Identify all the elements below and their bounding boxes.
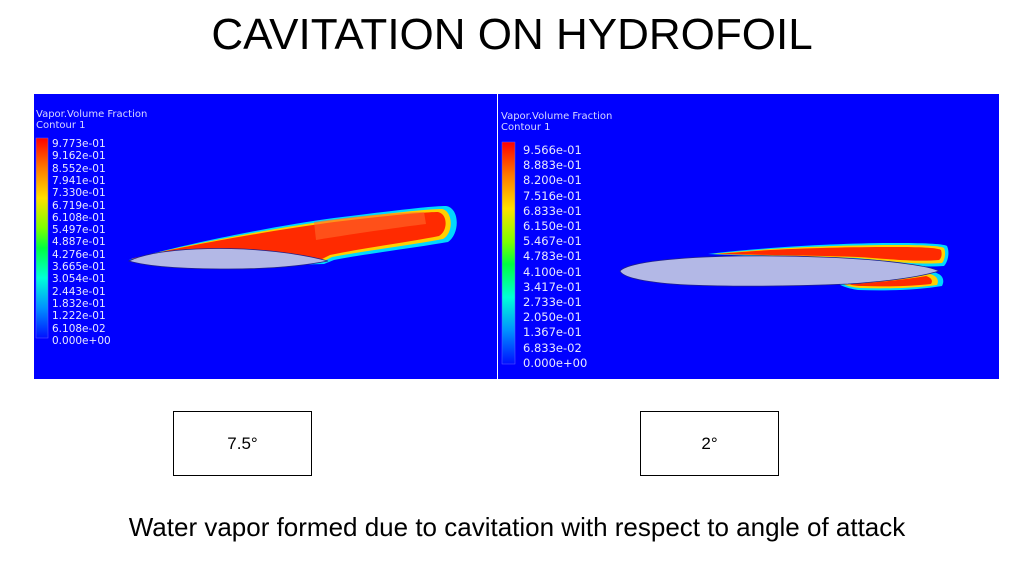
legend-value: 6.719e-01 bbox=[52, 199, 106, 212]
legend-value: 5.497e-01 bbox=[52, 224, 106, 237]
contour-panel-right: Vapor.Volume Fraction Contour 1 9.566e-0… bbox=[498, 94, 999, 379]
legend-value: 8.200e-01 bbox=[523, 173, 582, 188]
legend-value: 6.833e-01 bbox=[523, 203, 582, 218]
angle-label: 2° bbox=[701, 433, 718, 453]
contour-panel-left: Vapor.Volume Fraction Contour 1 9.773e-0… bbox=[34, 94, 497, 379]
legend-value: 9.566e-01 bbox=[523, 143, 582, 157]
angle-label-box-right: 2° bbox=[640, 411, 779, 476]
vapor-region-lower-high bbox=[850, 276, 932, 287]
legend-subtitle: Contour 1 bbox=[36, 120, 86, 131]
legend-header-left: Vapor.Volume Fraction Contour 1 bbox=[36, 109, 147, 131]
color-scale-bar bbox=[35, 137, 49, 339]
slide-caption: Water vapor formed due to cavitation wit… bbox=[128, 512, 906, 542]
legend-value: 7.941e-01 bbox=[52, 174, 106, 187]
legend-value: 8.552e-01 bbox=[52, 162, 106, 175]
legend-value: 9.773e-01 bbox=[52, 138, 106, 150]
legend-value: 3.665e-01 bbox=[52, 261, 106, 273]
hydrofoil-left bbox=[127, 248, 329, 270]
legend-value: 4.100e-01 bbox=[523, 264, 582, 279]
legend-value: 3.054e-01 bbox=[52, 273, 106, 286]
legend-value: 8.883e-01 bbox=[523, 158, 582, 173]
legend-value: 4.887e-01 bbox=[52, 236, 106, 249]
legend-value: 9.162e-01 bbox=[52, 150, 106, 163]
legend-subtitle: Contour 1 bbox=[501, 122, 551, 133]
angle-label: 7.5° bbox=[227, 433, 258, 453]
color-scale-bar bbox=[501, 141, 516, 365]
legend-value: 2.050e-01 bbox=[523, 310, 582, 325]
legend-value: 1.222e-01 bbox=[52, 310, 106, 323]
legend-value: 0.000e+00 bbox=[52, 334, 111, 347]
contour-plot-left bbox=[35, 137, 457, 339]
legend-value: 3.417e-01 bbox=[523, 279, 582, 294]
vapor-region-upper-high bbox=[718, 247, 942, 261]
legend-value: 5.467e-01 bbox=[523, 234, 582, 249]
legend-value: 2.443e-01 bbox=[52, 285, 106, 298]
slide-title: CAVITATION ON HYDROFOIL bbox=[211, 10, 813, 59]
legend-value: 7.330e-01 bbox=[52, 187, 106, 200]
legend-value: 4.783e-01 bbox=[523, 249, 582, 264]
legend-value: 6.108e-01 bbox=[52, 211, 106, 224]
legend-title: Vapor.Volume Fraction bbox=[36, 109, 148, 120]
legend-title: Vapor.Volume Fraction bbox=[501, 111, 613, 122]
legend-value: 1.832e-01 bbox=[52, 297, 106, 310]
vapor-shade bbox=[314, 212, 426, 240]
legend-value: 1.367e-01 bbox=[523, 325, 582, 340]
legend-value: 6.108e-02 bbox=[52, 322, 106, 335]
legend-value: 4.276e-01 bbox=[52, 248, 106, 261]
hydrofoil-right bbox=[619, 255, 941, 287]
legend-header-right: Vapor.Volume Fraction Contour 1 bbox=[501, 111, 612, 133]
legend-value: 6.833e-02 bbox=[523, 340, 582, 355]
legend-value: 0.000e+00 bbox=[523, 355, 588, 370]
legend-value: 2.733e-01 bbox=[523, 295, 582, 309]
angle-label-box-left: 7.5° bbox=[173, 411, 312, 476]
legend-value: 6.150e-01 bbox=[523, 219, 582, 233]
contour-plot-right bbox=[501, 141, 949, 365]
legend-value: 7.516e-01 bbox=[523, 188, 582, 203]
